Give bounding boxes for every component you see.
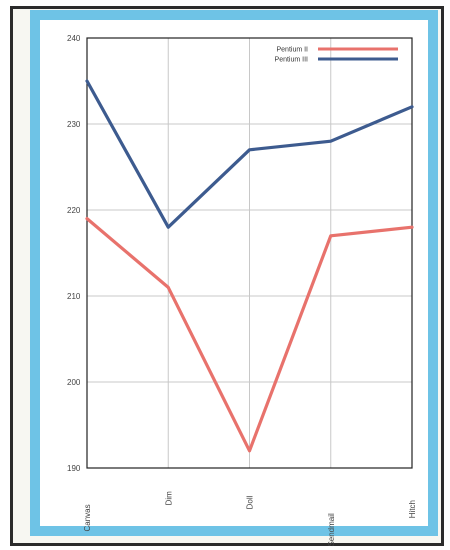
series-line-1 [85,217,414,453]
x-tick-label: Sendmail [327,513,336,547]
plot-border [86,37,413,469]
y-tick-label: 210 [67,292,81,301]
legend-label: Pentium III [275,57,309,64]
y-tick-label: 190 [67,464,81,473]
legend-label: Pentium II [276,47,308,54]
x-tick-label: Dim [164,491,173,506]
series-line-2 [85,79,414,229]
x-tick-label: Canvas [83,504,92,531]
y-tick-label: 240 [67,34,81,43]
x-tick-label: Hitch [408,500,417,518]
y-tick-label: 200 [67,378,81,387]
y-tick-label: 220 [67,206,81,215]
x-tick-label: Doll [246,495,255,509]
y-tick-label: 230 [67,120,81,129]
